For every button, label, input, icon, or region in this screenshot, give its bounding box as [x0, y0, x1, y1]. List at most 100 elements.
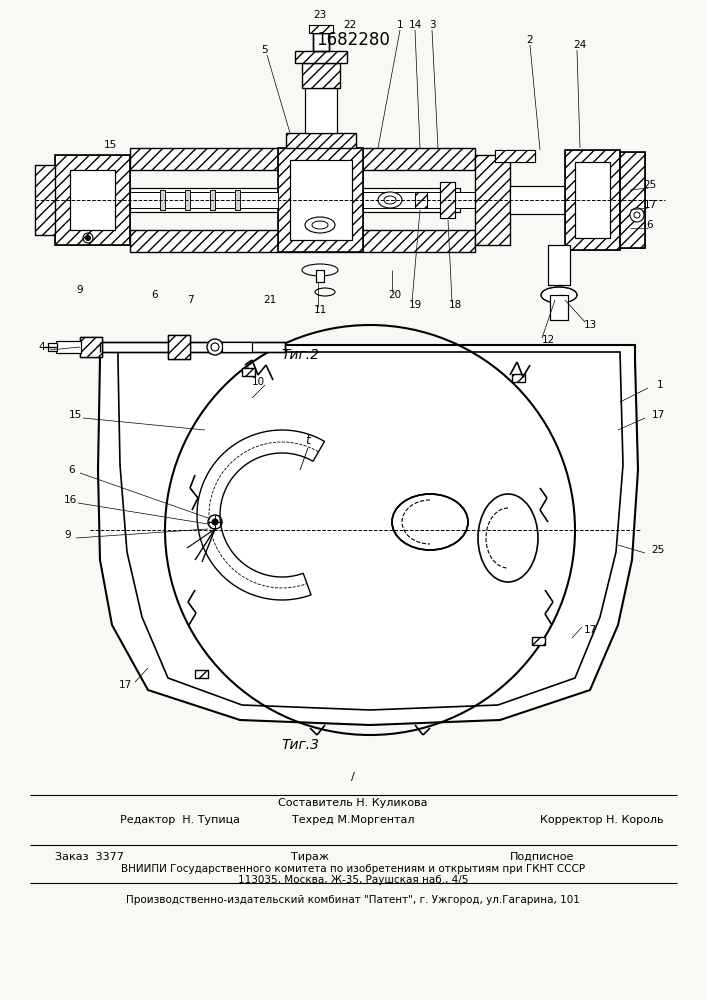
Bar: [185, 190, 190, 210]
Ellipse shape: [378, 192, 402, 208]
Bar: [565, 150, 620, 250]
Text: ВНИИПИ Государственного комитета по изобретениям и открытиям при ГКНТ СССР: ВНИИПИ Государственного комитета по изоб…: [121, 864, 585, 874]
Text: 5: 5: [262, 45, 269, 55]
Text: 6: 6: [152, 290, 158, 300]
Bar: [313, 33, 329, 51]
Bar: [195, 670, 208, 678]
Text: 6: 6: [647, 220, 653, 230]
Circle shape: [630, 208, 644, 222]
Bar: [415, 192, 427, 208]
Bar: [160, 190, 165, 210]
Text: 17: 17: [583, 625, 597, 635]
Ellipse shape: [392, 494, 468, 550]
Text: 21: 21: [264, 295, 276, 305]
Bar: [35, 165, 55, 235]
Bar: [70, 170, 115, 230]
Bar: [130, 230, 475, 252]
Bar: [80, 337, 102, 357]
Bar: [510, 186, 565, 214]
Bar: [532, 637, 545, 645]
Bar: [278, 148, 363, 252]
Text: t: t: [305, 434, 310, 446]
Bar: [532, 637, 545, 645]
Bar: [278, 148, 363, 252]
Bar: [278, 148, 363, 252]
Text: 16: 16: [64, 495, 76, 505]
Bar: [286, 133, 356, 148]
Bar: [242, 368, 255, 376]
Bar: [302, 63, 340, 88]
Text: 1: 1: [397, 20, 403, 30]
Bar: [620, 152, 645, 248]
Bar: [415, 192, 427, 208]
Bar: [550, 295, 568, 320]
Bar: [195, 670, 208, 678]
Text: 2: 2: [527, 35, 533, 45]
Polygon shape: [242, 368, 255, 376]
Polygon shape: [197, 430, 325, 600]
Bar: [160, 190, 165, 210]
Bar: [130, 192, 278, 208]
Bar: [305, 88, 337, 133]
Bar: [290, 160, 352, 240]
Text: 15: 15: [69, 410, 81, 420]
Bar: [222, 342, 252, 352]
Text: 14: 14: [409, 20, 421, 30]
Text: Τиг.3: Τиг.3: [281, 738, 319, 752]
Text: /: /: [351, 772, 355, 782]
Bar: [286, 133, 356, 148]
Text: Корректор Н. Король: Корректор Н. Король: [540, 815, 663, 825]
Bar: [130, 230, 475, 252]
Bar: [286, 133, 356, 148]
Bar: [316, 270, 324, 282]
Text: 10: 10: [252, 377, 264, 387]
Bar: [575, 162, 610, 238]
Bar: [305, 88, 337, 133]
Bar: [130, 148, 475, 170]
Bar: [130, 230, 475, 252]
Bar: [168, 335, 190, 359]
Text: 18: 18: [448, 300, 462, 310]
Circle shape: [86, 235, 90, 240]
Ellipse shape: [478, 494, 538, 582]
Text: 24: 24: [573, 40, 587, 50]
Bar: [415, 192, 427, 208]
Bar: [130, 148, 475, 170]
Text: Производственно-издательский комбинат "Патент", г. Ужгород, ул.Гагарина, 101: Производственно-издательский комбинат "П…: [126, 895, 580, 905]
Text: 9: 9: [76, 285, 83, 295]
Bar: [475, 155, 510, 245]
Bar: [309, 25, 333, 33]
Bar: [235, 190, 240, 210]
Bar: [242, 368, 255, 376]
Bar: [195, 670, 208, 678]
Text: Редактор  Н. Тупица: Редактор Н. Тупица: [120, 815, 240, 825]
Bar: [210, 190, 215, 210]
Bar: [290, 160, 352, 240]
Bar: [168, 335, 190, 359]
Bar: [48, 343, 57, 351]
Bar: [100, 342, 285, 352]
Text: 9: 9: [64, 530, 71, 540]
Text: 6: 6: [69, 465, 76, 475]
Text: 113035, Москва, Ж-35, Раушская наб., 4/5: 113035, Москва, Ж-35, Раушская наб., 4/5: [238, 875, 468, 885]
Text: 19: 19: [409, 300, 421, 310]
Bar: [440, 182, 455, 218]
Bar: [495, 150, 535, 162]
Text: 11: 11: [313, 305, 327, 315]
Bar: [235, 190, 240, 210]
Bar: [309, 25, 333, 33]
Bar: [548, 245, 570, 285]
Bar: [620, 152, 645, 248]
Bar: [48, 343, 57, 351]
Text: Подписное: Подписное: [510, 852, 574, 862]
Polygon shape: [98, 345, 638, 725]
Text: 17: 17: [118, 680, 132, 690]
Bar: [168, 335, 190, 359]
Bar: [210, 190, 215, 210]
Bar: [475, 155, 510, 245]
Text: 13: 13: [583, 320, 597, 330]
Bar: [295, 51, 347, 63]
Bar: [242, 368, 255, 376]
Bar: [185, 190, 190, 210]
Bar: [302, 63, 340, 88]
